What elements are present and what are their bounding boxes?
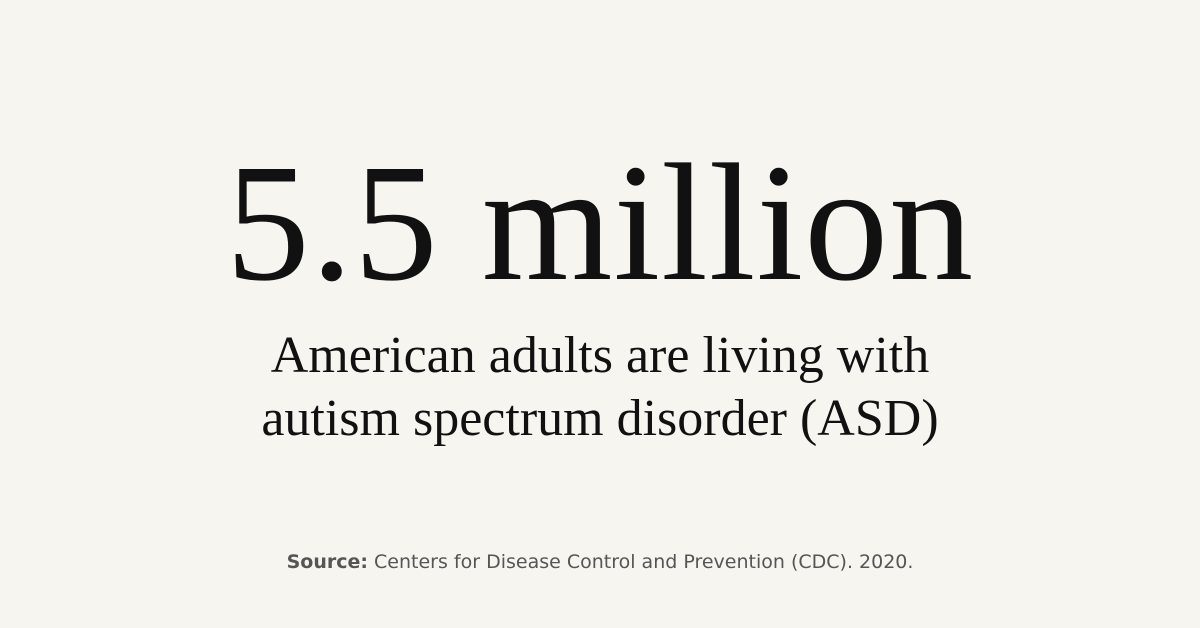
subtitle-line: autism spectrum disorder (ASD)	[261, 390, 939, 447]
source-text: Centers for Disease Control and Preventi…	[374, 551, 914, 573]
headline: 5.5 million	[225, 130, 975, 316]
source: Source: Centers for Disease Control and …	[0, 548, 1200, 576]
source-label: Source:	[286, 551, 368, 573]
subtitle-line: American adults are living with	[270, 327, 930, 384]
